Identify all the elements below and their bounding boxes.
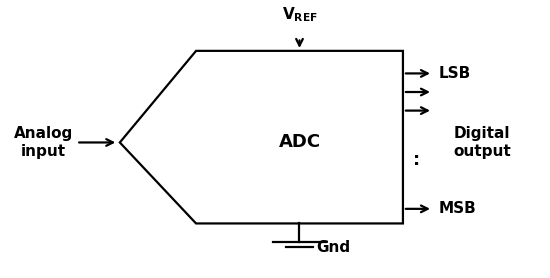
- Text: V$_{\mathregular{REF}}$: V$_{\mathregular{REF}}$: [282, 6, 317, 24]
- Text: Analog
input: Analog input: [14, 126, 73, 159]
- Text: LSB: LSB: [438, 66, 471, 81]
- Text: Digital
output: Digital output: [453, 126, 511, 159]
- Text: Gnd: Gnd: [316, 240, 350, 255]
- Polygon shape: [120, 51, 403, 224]
- Text: ADC: ADC: [278, 133, 321, 152]
- Text: :: :: [413, 151, 420, 169]
- Text: MSB: MSB: [438, 201, 476, 216]
